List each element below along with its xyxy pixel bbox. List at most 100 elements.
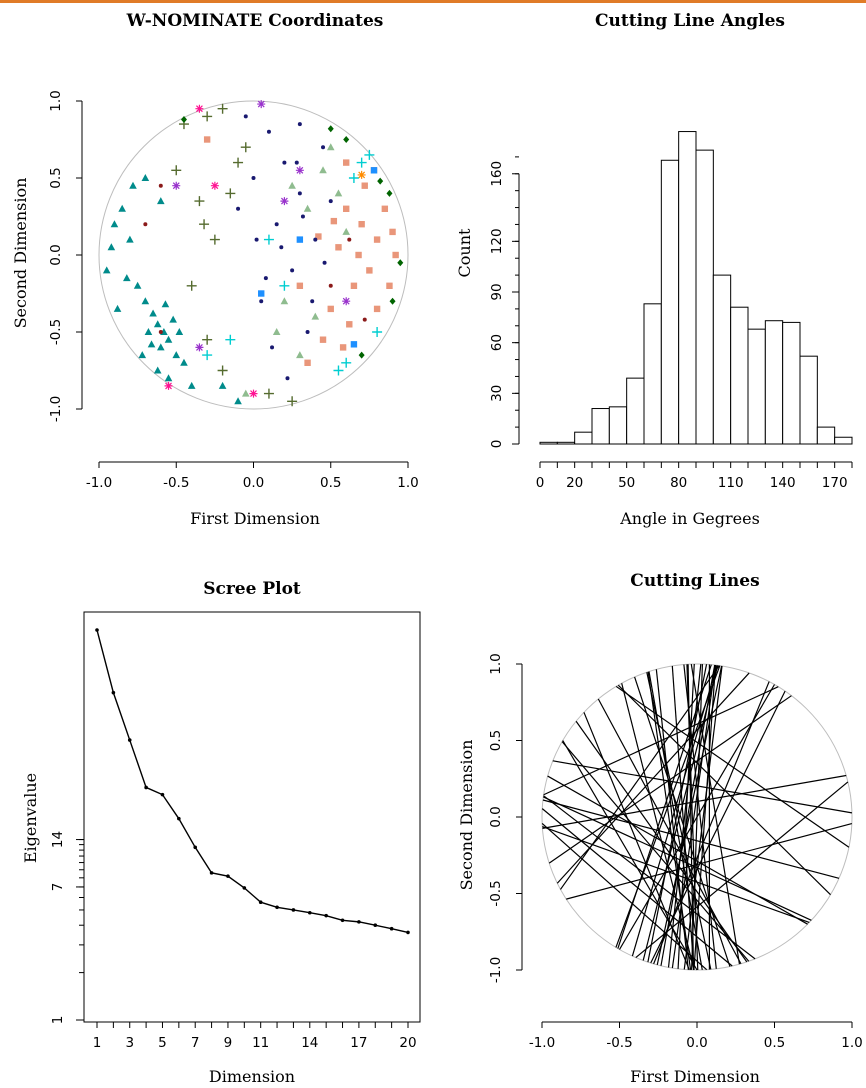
cutting-lines-xlabel: First Dimension [630, 1067, 760, 1086]
data-point [326, 143, 335, 151]
cutting-line [541, 808, 733, 967]
data-point [397, 259, 404, 267]
data-point [233, 157, 244, 168]
data-point [381, 205, 389, 212]
cutting-lines-panel: Cutting Lines First Dimension Second Dim… [457, 571, 863, 1086]
data-point [180, 115, 187, 123]
histogram-bar [764, 320, 784, 445]
data-point [195, 104, 204, 113]
x-tick-label: 50 [618, 475, 635, 491]
histogram-bar [834, 436, 853, 445]
cutting-line [647, 664, 708, 963]
data-point [218, 381, 227, 389]
y-tick-label: 30 [489, 385, 505, 402]
wnominate-xlabel: First Dimension [190, 509, 320, 528]
y-tick-label: 0 [489, 440, 505, 449]
data-point [243, 114, 248, 119]
scree-point [275, 905, 279, 910]
wnominate-points [102, 100, 404, 407]
scree-point [357, 920, 361, 924]
data-point [279, 280, 290, 291]
y-tick-label: 160 [489, 161, 505, 187]
scree-point [111, 690, 116, 695]
scree-ylabel: Eigenvalue [21, 773, 40, 863]
data-point [164, 335, 173, 343]
data-point [138, 351, 147, 359]
x-tick-label: 0.5 [764, 1035, 785, 1051]
x-tick-label: 170 [822, 475, 848, 491]
data-point [210, 181, 219, 190]
histogram-bar [678, 131, 697, 445]
data-point [350, 282, 358, 289]
y-tick-label: 0.5 [48, 167, 64, 188]
histogram-bar [782, 321, 801, 445]
x-tick-label: 80 [670, 475, 687, 491]
y-tick-label: 60 [489, 334, 505, 351]
x-tick-label: 0 [536, 475, 545, 491]
data-point [225, 188, 236, 199]
data-point [279, 245, 284, 250]
cutting-line [683, 665, 723, 970]
x-tick-label: 110 [718, 475, 744, 491]
scree-line [96, 629, 409, 934]
x-tick-label: 17 [350, 1035, 367, 1051]
data-point [290, 268, 295, 273]
y-tick-label: -1.0 [48, 396, 64, 422]
data-point [217, 365, 228, 376]
data-point [129, 181, 137, 189]
data-point [341, 357, 352, 368]
data-point [296, 236, 304, 243]
data-point [356, 157, 367, 168]
wnominate-ylabel: Second Dimension [11, 178, 30, 329]
data-point [287, 396, 298, 407]
y-tick-label: 1.0 [48, 90, 64, 111]
scree-xlabel: Dimension [209, 1067, 295, 1086]
angles-ylabel: Count [455, 228, 474, 277]
data-point [377, 177, 384, 185]
x-tick-label: -0.5 [163, 475, 189, 491]
cutting-line [561, 741, 750, 962]
data-point [339, 344, 347, 351]
x-tick-label: 14 [301, 1035, 318, 1051]
y-tick-label: 0.0 [488, 806, 504, 827]
cutting-line [543, 795, 756, 960]
scree-point [324, 913, 328, 918]
y-tick-label: 1 [50, 1016, 66, 1025]
data-point [300, 214, 305, 219]
data-point [236, 206, 241, 211]
scree-point [177, 816, 181, 821]
data-point [161, 300, 170, 308]
histogram-bar [626, 377, 645, 445]
data-point [149, 309, 157, 317]
data-point [346, 321, 353, 328]
data-point [303, 204, 312, 212]
data-point [118, 204, 126, 212]
data-point [107, 243, 116, 251]
cutting-line [618, 684, 776, 950]
histogram-bar [591, 408, 610, 445]
data-point [330, 217, 338, 225]
data-point [144, 328, 153, 335]
cutting-line [615, 665, 721, 948]
cutting-lines-set [541, 663, 853, 971]
y-tick-label: 14 [50, 831, 66, 848]
cutting-line [541, 823, 708, 971]
cutting-line [642, 665, 719, 961]
data-point [347, 237, 352, 242]
data-point [263, 388, 274, 399]
data-point [357, 170, 366, 179]
scree-point [226, 874, 230, 878]
data-point [180, 358, 188, 366]
data-point [361, 182, 368, 189]
data-point [334, 189, 343, 197]
data-point [164, 381, 173, 390]
angles-xlabel: Angle in Gegrees [619, 509, 760, 528]
histogram-bar [643, 303, 662, 445]
data-point [141, 297, 150, 305]
data-point [158, 183, 163, 188]
y-tick-label: 1.0 [488, 653, 504, 674]
y-tick-label: -0.5 [48, 319, 64, 345]
wnominate-panel: W-NOMINATE Coordinates First Dimension S… [11, 11, 419, 528]
